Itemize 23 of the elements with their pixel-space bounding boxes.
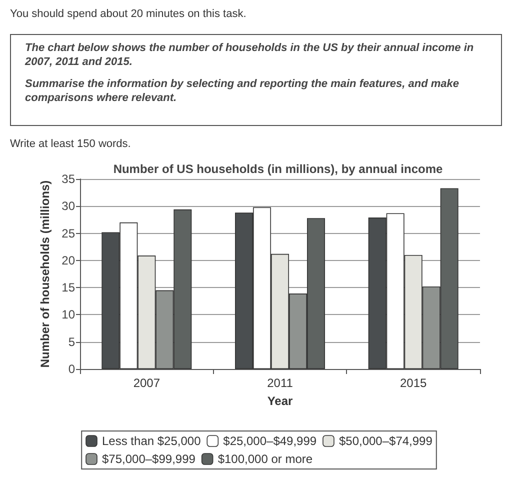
- y-tick-label: 0: [68, 362, 76, 376]
- y-tick-label: 5: [68, 334, 76, 349]
- text: Write at least 150 words.: [10, 138, 131, 150]
- legend-label: Less than $25,000: [102, 434, 202, 448]
- text: The chart below shows the number of households in the US by their annual income in 2007, 2011 and 2015.: [25, 41, 475, 69]
- x-tick-label: 2015: [400, 376, 428, 390]
- y-tick-label: 15: [62, 280, 76, 295]
- y-tick-label: 20: [62, 253, 76, 268]
- y-tick-label: 30: [62, 199, 76, 214]
- legend-label: $25,000–$49,999: [223, 434, 317, 448]
- x-tick-label: 2007: [133, 376, 160, 390]
- y-tick-label: 25: [62, 226, 76, 240]
- legend-label: $50,000–$74,999: [338, 434, 433, 448]
- legend-label: $100,000 or more: [218, 452, 313, 466]
- y-axis-title: Number of households (millions): [38, 180, 52, 368]
- x-tick-label: 2011: [267, 376, 294, 390]
- y-tick-label: 10: [62, 308, 76, 322]
- text: You should spend about 20 minutes on this task.: [10, 8, 246, 20]
- x-axis-title: Year: [267, 394, 294, 408]
- legend-label: $75,000–$99,999: [102, 452, 196, 466]
- chart-title: Number of US households (in millions), by annual income: [113, 162, 443, 176]
- text: Summarise the information by selecting and reporting the main features, and make comparisons where relevant.: [25, 77, 460, 105]
- y-tick-label: 35: [62, 172, 76, 186]
